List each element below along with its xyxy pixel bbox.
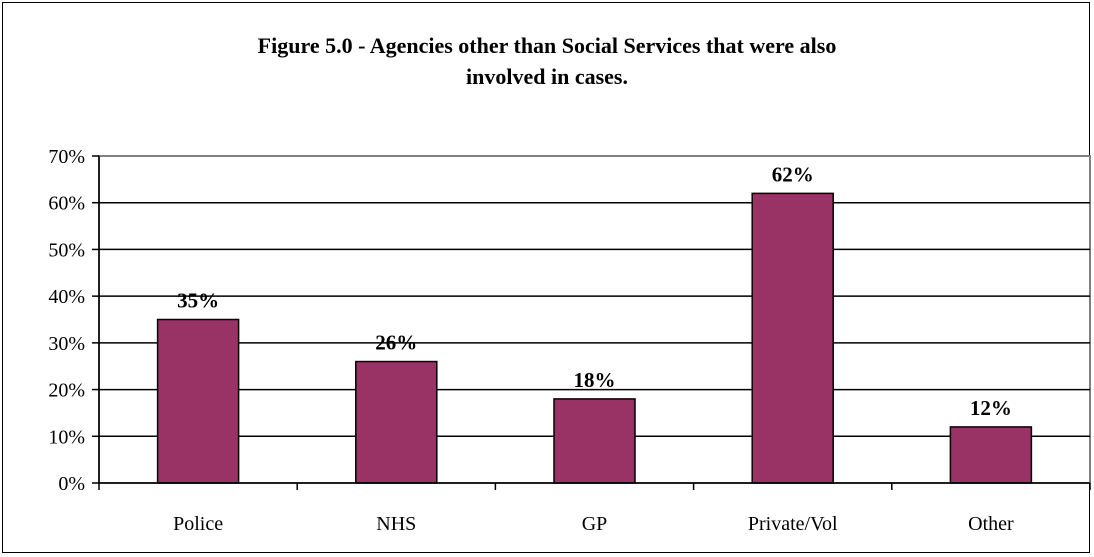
- bar-gp: [553, 398, 636, 484]
- y-tick-label: 70%: [48, 146, 85, 168]
- x-tick-label: NHS: [376, 513, 416, 535]
- y-tick-label: 40%: [48, 286, 85, 308]
- x-tick-label: GP: [582, 513, 608, 535]
- y-tick-label: 50%: [48, 239, 85, 261]
- chart-title-line-1: Figure 5.0 - Agencies other than Social …: [257, 33, 837, 58]
- y-tick-label: 0%: [58, 473, 85, 495]
- data-label: 62%: [772, 162, 814, 186]
- data-label: 35%: [177, 289, 219, 313]
- y-tick-label: 20%: [48, 380, 85, 402]
- x-tick-label: Other: [968, 513, 1014, 535]
- y-tick-label: 10%: [48, 426, 85, 448]
- data-label: 18%: [574, 368, 616, 392]
- y-tick-label: 60%: [48, 193, 85, 215]
- x-tick-label: Police: [173, 513, 223, 535]
- y-tick-label: 30%: [48, 333, 85, 355]
- x-tick-label: Private/Vol: [748, 513, 838, 535]
- labels: 0% 10% 20% 30% 40% 50% 60% 70% 35% Police 26% NHS 18…: [48, 146, 1014, 535]
- gridlines: [98, 155, 1091, 484]
- chart-title-line-2: involved in cases.: [466, 64, 628, 89]
- bar-private-vol: [751, 192, 834, 484]
- axes: [92, 155, 1091, 490]
- data-label: 12%: [970, 396, 1012, 420]
- bar-nhs: [355, 360, 438, 484]
- chart-title: Figure 5.0 - Agencies other than Social …: [0, 30, 1094, 92]
- data-label: 26%: [375, 331, 417, 355]
- bar-other: [949, 426, 1033, 484]
- bar-police: [156, 318, 240, 484]
- bars: [156, 192, 1033, 484]
